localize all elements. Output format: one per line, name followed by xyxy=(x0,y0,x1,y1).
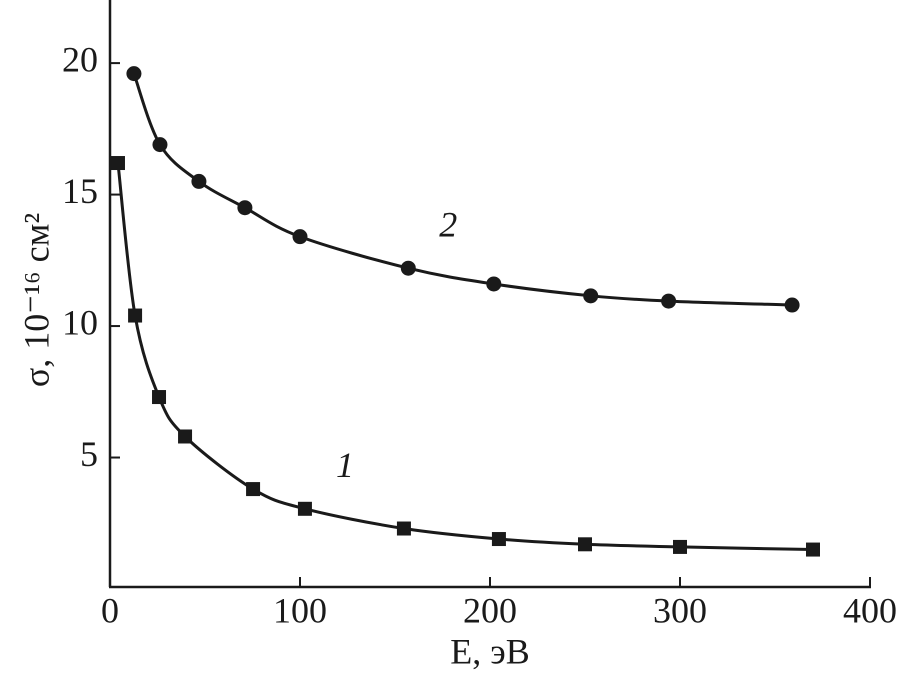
series-line xyxy=(132,73,793,307)
series-label: 1 xyxy=(336,445,354,485)
point xyxy=(128,308,143,323)
x-tick-label: 0 xyxy=(101,590,119,630)
point xyxy=(237,200,253,216)
x-tick-label: 200 xyxy=(463,590,517,630)
point xyxy=(673,539,687,554)
y-tick-label: 20 xyxy=(62,39,98,79)
point xyxy=(396,521,411,536)
x-tick-label: 400 xyxy=(843,590,897,630)
point xyxy=(152,390,167,405)
y-tick-label: 5 xyxy=(80,434,98,474)
series-line xyxy=(116,162,814,552)
point xyxy=(578,537,592,552)
point xyxy=(661,293,677,309)
point xyxy=(583,288,599,304)
point xyxy=(152,137,168,153)
x-tick-label: 300 xyxy=(653,590,707,630)
point xyxy=(784,297,800,313)
point xyxy=(178,429,193,444)
y-tick-label: 15 xyxy=(62,171,98,211)
point xyxy=(246,482,261,497)
point xyxy=(806,542,820,557)
x-axis-label: E, эВ xyxy=(450,631,529,671)
point xyxy=(400,260,416,276)
point xyxy=(126,66,142,82)
point xyxy=(486,276,502,292)
y-tick-label: 10 xyxy=(62,302,98,342)
point xyxy=(292,229,308,245)
point xyxy=(191,173,207,189)
point xyxy=(110,156,125,171)
y-axis-label: σ, 10⁻¹⁶ см² xyxy=(16,213,56,387)
series-label: 2 xyxy=(439,204,457,244)
point xyxy=(491,532,506,547)
point xyxy=(297,501,312,516)
x-tick-label: 100 xyxy=(273,590,327,630)
